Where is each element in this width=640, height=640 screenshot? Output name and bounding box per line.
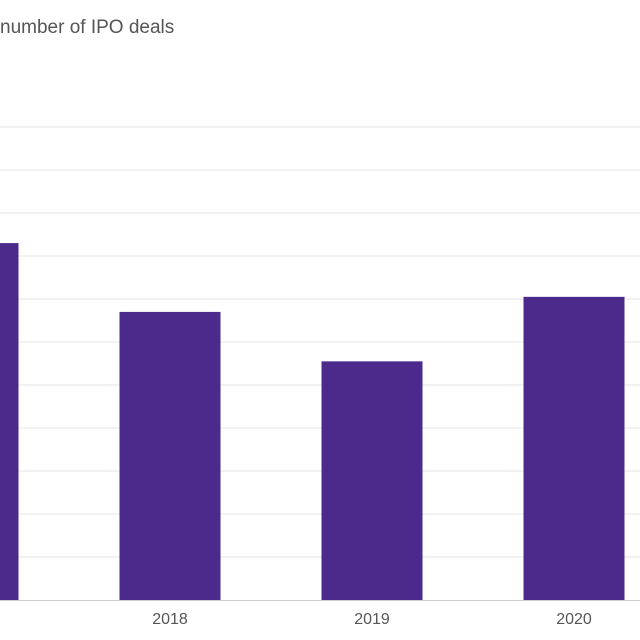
bar-2017	[0, 243, 19, 600]
bar-2019	[321, 361, 423, 600]
bar-2018	[119, 311, 221, 600]
x-tick-label-2020: 2020	[556, 611, 592, 628]
x-tick-label-2018: 2018	[152, 611, 188, 628]
chart-title: number of IPO deals	[0, 17, 175, 38]
x-axis: 2018 2019 2020	[0, 600, 640, 628]
bar-2020	[523, 296, 625, 600]
bars	[0, 243, 625, 600]
x-tick-label-2019: 2019	[354, 611, 390, 628]
